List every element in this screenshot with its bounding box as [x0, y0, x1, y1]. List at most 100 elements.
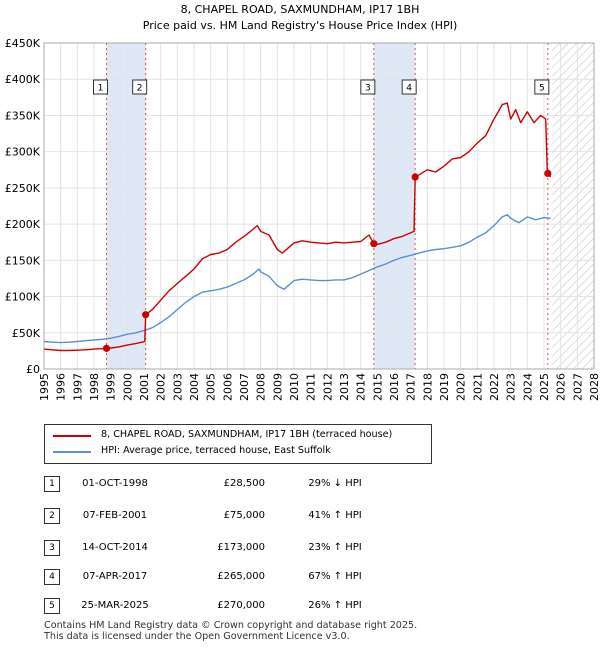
- x-tick-label: 1996: [55, 373, 68, 401]
- y-tick-label: £300K: [5, 146, 41, 159]
- transaction-label-box: [132, 79, 148, 95]
- transaction-point: [544, 169, 552, 177]
- y-tick-label: £0: [26, 363, 40, 376]
- transaction-point: [370, 240, 378, 248]
- chart-title: 8, CHAPEL ROAD, SAXMUNDHAM, IP17 1BH: [181, 3, 420, 16]
- x-tick-label: 2007: [238, 373, 251, 401]
- transaction-point: [142, 311, 150, 319]
- x-tick-label: 2011: [305, 373, 318, 401]
- transaction-hpi: 67% ↑ HPI: [308, 571, 362, 582]
- plot-border: [43, 42, 595, 370]
- legend-label-hpi: HPI: Average price, terraced house, East…: [101, 445, 331, 456]
- x-tick-label: 2028: [588, 373, 600, 401]
- x-tick-label: 1995: [38, 373, 51, 401]
- x-tick-label: 2005: [205, 373, 218, 401]
- transaction-hpi: 23% ↑ HPI: [308, 542, 362, 553]
- transaction-price: £270,000: [217, 600, 265, 611]
- footer-line-1: Contains HM Land Registry data © Crown c…: [44, 620, 418, 631]
- x-tick-label: 1998: [88, 373, 101, 401]
- transaction-price: £265,000: [217, 571, 265, 582]
- x-tick-label: 2001: [138, 373, 151, 401]
- series-line: [43, 214, 551, 344]
- y-tick-label: £250K: [5, 182, 41, 195]
- x-tick-label: 2024: [521, 373, 534, 401]
- legend-label-property: 8, CHAPEL ROAD, SAXMUNDHAM, IP17 1BH (te…: [101, 429, 393, 440]
- series-line: [43, 102, 552, 352]
- transaction-row: 4 07-APR-2017 £265,000 67% ↑ HPI: [0, 569, 600, 587]
- y-tick-label: £50K: [12, 327, 41, 340]
- x-tick-label: 2000: [121, 373, 134, 401]
- chart-legend: 8, CHAPEL ROAD, SAXMUNDHAM, IP17 1BH (te…: [44, 424, 432, 464]
- x-tick-label: 2004: [188, 373, 201, 401]
- x-tick-label: 2019: [438, 373, 451, 401]
- transaction-number: 2: [44, 508, 60, 524]
- x-tick-label: 2010: [288, 373, 301, 401]
- transaction-label: 1: [98, 84, 104, 94]
- transaction-number: 1: [44, 476, 60, 492]
- transaction-date: 07-FEB-2001: [82, 510, 148, 521]
- y-tick-label: £400K: [5, 73, 41, 86]
- x-tick-label: 2009: [271, 373, 284, 401]
- x-tick-label: 2017: [405, 373, 418, 401]
- y-tick-label: £100K: [5, 291, 41, 304]
- transaction-price: £28,500: [223, 478, 265, 489]
- transaction-label-box: [360, 79, 376, 95]
- transaction-number: 3: [44, 540, 60, 556]
- transaction-price: £75,000: [223, 510, 265, 521]
- x-tick-label: 2013: [338, 373, 351, 401]
- x-tick-label: 1999: [105, 373, 118, 401]
- x-tick-label: 2015: [371, 373, 384, 401]
- transaction-row: 2 07-FEB-2001 £75,000 41% ↑ HPI: [0, 508, 600, 526]
- transaction-label-box: [534, 79, 550, 95]
- legend-swatch-property: [53, 435, 91, 437]
- x-tick-label: 2026: [555, 373, 568, 401]
- shaded-period: [106, 43, 146, 369]
- x-tick-label: 2006: [221, 373, 234, 401]
- footer-attribution: Contains HM Land Registry data © Crown c…: [44, 620, 417, 642]
- x-tick-label: 1997: [71, 373, 84, 401]
- y-tick-label: £200K: [5, 218, 41, 231]
- chart-subtitle: Price paid vs. HM Land Registry's House …: [143, 19, 458, 32]
- x-tick-label: 2025: [538, 373, 551, 401]
- transaction-row: 1 01-OCT-1998 £28,500 29% ↓ HPI: [0, 476, 600, 494]
- price-chart: 8, CHAPEL ROAD, SAXMUNDHAM, IP17 1BH Pri…: [5, 3, 600, 401]
- transaction-label-box: [93, 79, 108, 95]
- x-tick-label: 2014: [355, 373, 368, 401]
- y-tick-label: £150K: [5, 254, 41, 267]
- transaction-label-box: [401, 79, 417, 95]
- transaction-point: [411, 173, 419, 181]
- y-tick-label: £350K: [5, 109, 41, 122]
- transaction-point: [102, 344, 111, 352]
- x-tick-label: 2018: [421, 373, 434, 401]
- transaction-label: 5: [539, 84, 545, 94]
- transaction-label: 2: [137, 84, 143, 94]
- transaction-date: 14-OCT-2014: [82, 542, 148, 553]
- transaction-hpi: 41% ↑ HPI: [308, 510, 362, 521]
- transaction-hpi: 26% ↑ HPI: [308, 600, 362, 611]
- transaction-row: 5 25-MAR-2025 £270,000 26% ↑ HPI: [0, 598, 600, 616]
- transaction-number: 4: [44, 569, 60, 585]
- x-tick-label: 2022: [488, 373, 501, 401]
- transaction-price: £173,000: [217, 542, 265, 553]
- transaction-date: 01-OCT-1998: [82, 478, 148, 489]
- x-tick-label: 2003: [171, 373, 184, 401]
- x-tick-label: 2021: [471, 373, 484, 401]
- x-tick-label: 2008: [255, 373, 268, 401]
- transaction-row: 3 14-OCT-2014 £173,000 23% ↑ HPI: [0, 540, 600, 558]
- legend-swatch-hpi: [53, 451, 91, 453]
- footer-line-2: This data is licensed under the Open Gov…: [44, 631, 350, 642]
- transaction-number: 5: [44, 598, 60, 614]
- transaction-hpi: 29% ↓ HPI: [308, 478, 362, 489]
- y-tick-label: £450K: [5, 37, 41, 50]
- x-tick-label: 2020: [455, 373, 468, 401]
- x-tick-label: 2027: [571, 373, 584, 401]
- x-tick-label: 2002: [155, 373, 168, 401]
- x-tick-label: 2023: [505, 373, 518, 401]
- future-hatch: [552, 43, 594, 369]
- transaction-label: 3: [365, 84, 371, 94]
- x-tick-label: 2016: [388, 373, 401, 401]
- transaction-date: 07-APR-2017: [82, 571, 148, 582]
- transaction-label: 4: [406, 84, 412, 94]
- transaction-date: 25-MAR-2025: [81, 600, 149, 611]
- x-tick-label: 2012: [321, 373, 334, 401]
